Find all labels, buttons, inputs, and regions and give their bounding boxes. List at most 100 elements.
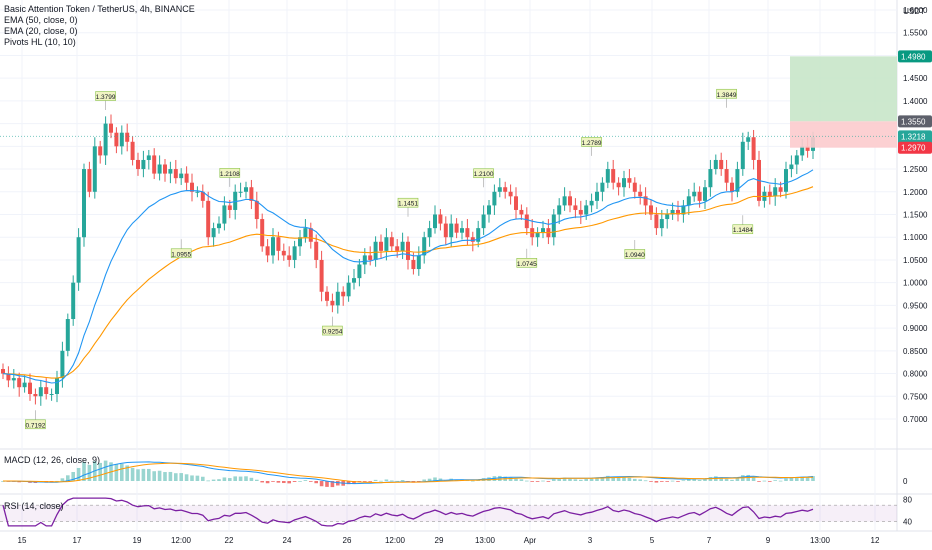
candle [670,209,675,215]
pivot-label: 0.9254 [322,329,342,336]
macd-hist-bar [163,472,167,481]
macd-hist-bar [768,481,772,482]
candle [508,191,513,197]
macd-hist-bar [665,481,669,482]
candle [87,169,92,192]
macd-hist-bar [130,467,135,481]
candle [719,159,724,170]
candle [470,237,475,242]
macd-hist-bar [589,478,594,481]
ema50-legend[interactable]: EMA (50, close, 0) [4,15,78,25]
candle [746,137,751,142]
candle [627,178,632,183]
macd-hist-bar [352,481,356,484]
time-tick-label: 12 [871,536,880,545]
macd-hist-bar [260,481,264,483]
candle [686,196,691,206]
candle [314,241,319,260]
ema50-line [2,186,814,379]
candle [649,205,653,215]
rsi-label[interactable]: RSI (14, close) [4,501,64,511]
macd-hist-bar [379,480,383,482]
candle [98,146,103,156]
candle [303,228,308,238]
candle [492,191,497,206]
candle [130,141,135,160]
price-tick-label: 1.1500 [903,211,928,220]
macd-hist-bar [395,480,399,482]
macd-hist-bar [519,479,524,481]
candle [659,219,664,229]
price-tick-label: 0.8500 [903,347,928,356]
macd-hist-bar [730,479,734,481]
rsi-line [2,497,814,527]
macd-hist-bar [346,481,351,485]
macd-hist-bar [244,476,248,481]
time-tick-label: 9 [766,536,771,545]
candle [454,223,459,233]
candle [589,200,594,206]
macd-hist-bar [773,480,777,482]
candle [114,132,119,147]
candle [184,173,189,183]
macd-hist-bar [373,479,378,481]
time-tick-label: 19 [133,536,142,545]
macd-hist-bar [778,480,783,482]
macd-hist-bar [184,474,189,481]
symbol-title[interactable]: Basic Attention Token / TetherUS, 4h, BI… [4,4,195,14]
macd-hist-bar [600,477,605,481]
macd-hist-bar [384,479,389,481]
macd-zero-label: 0 [903,477,908,486]
candle [292,246,297,260]
pivot-marker [732,224,754,235]
time-tick-label: 12:00 [385,536,406,545]
macd-hist-bar [525,480,529,482]
candle [1,369,5,374]
macd-signal-line [3,462,814,484]
pivot-marker [322,325,343,336]
candle [740,141,745,170]
pivot-marker [716,88,737,99]
candle [551,214,556,238]
macd-hist-bar [438,478,443,481]
price-badge [898,50,932,63]
candle [60,350,65,379]
candle [487,205,491,215]
macd-hist-bar [638,479,642,481]
macd-hist-bar [390,480,394,482]
candle [503,187,508,192]
candle [643,196,648,206]
time-tick-label: 3 [588,536,593,545]
candle [308,228,313,242]
candle [778,187,783,192]
price-tick-label: 0.7500 [903,392,928,401]
candle [632,182,637,192]
candle [616,182,621,188]
candle [238,191,243,193]
pivots-legend[interactable]: Pivots HL (10, 10) [4,37,76,47]
pivot-marker [95,91,116,101]
macd-hist-bar [114,464,119,481]
macd-hist-bar [595,477,599,481]
macd-hist-bar [676,481,680,482]
candle [784,169,788,192]
ema20-legend[interactable]: EMA (20, close, 0) [4,26,78,36]
candle [541,228,545,233]
macd-hist-bar [287,481,291,484]
macd-hist-bar [557,478,561,481]
rsi-level-label: 80 [903,496,912,505]
macd-label[interactable]: MACD (12, 26, close, 9) [4,455,101,465]
candle [611,169,616,183]
ema20-line [2,169,814,384]
macd-hist-bar [811,476,815,481]
macd-hist-bar [368,481,372,482]
macd-hist-bar [784,478,788,481]
macd-hist-bar [190,475,194,481]
candle [654,214,659,229]
candle [141,159,146,170]
macd-hist-bar [152,471,156,481]
pivot-label: 1.3799 [96,94,116,101]
macd-hist-bar [643,480,648,482]
price-tick-label: 1.4000 [903,97,928,106]
